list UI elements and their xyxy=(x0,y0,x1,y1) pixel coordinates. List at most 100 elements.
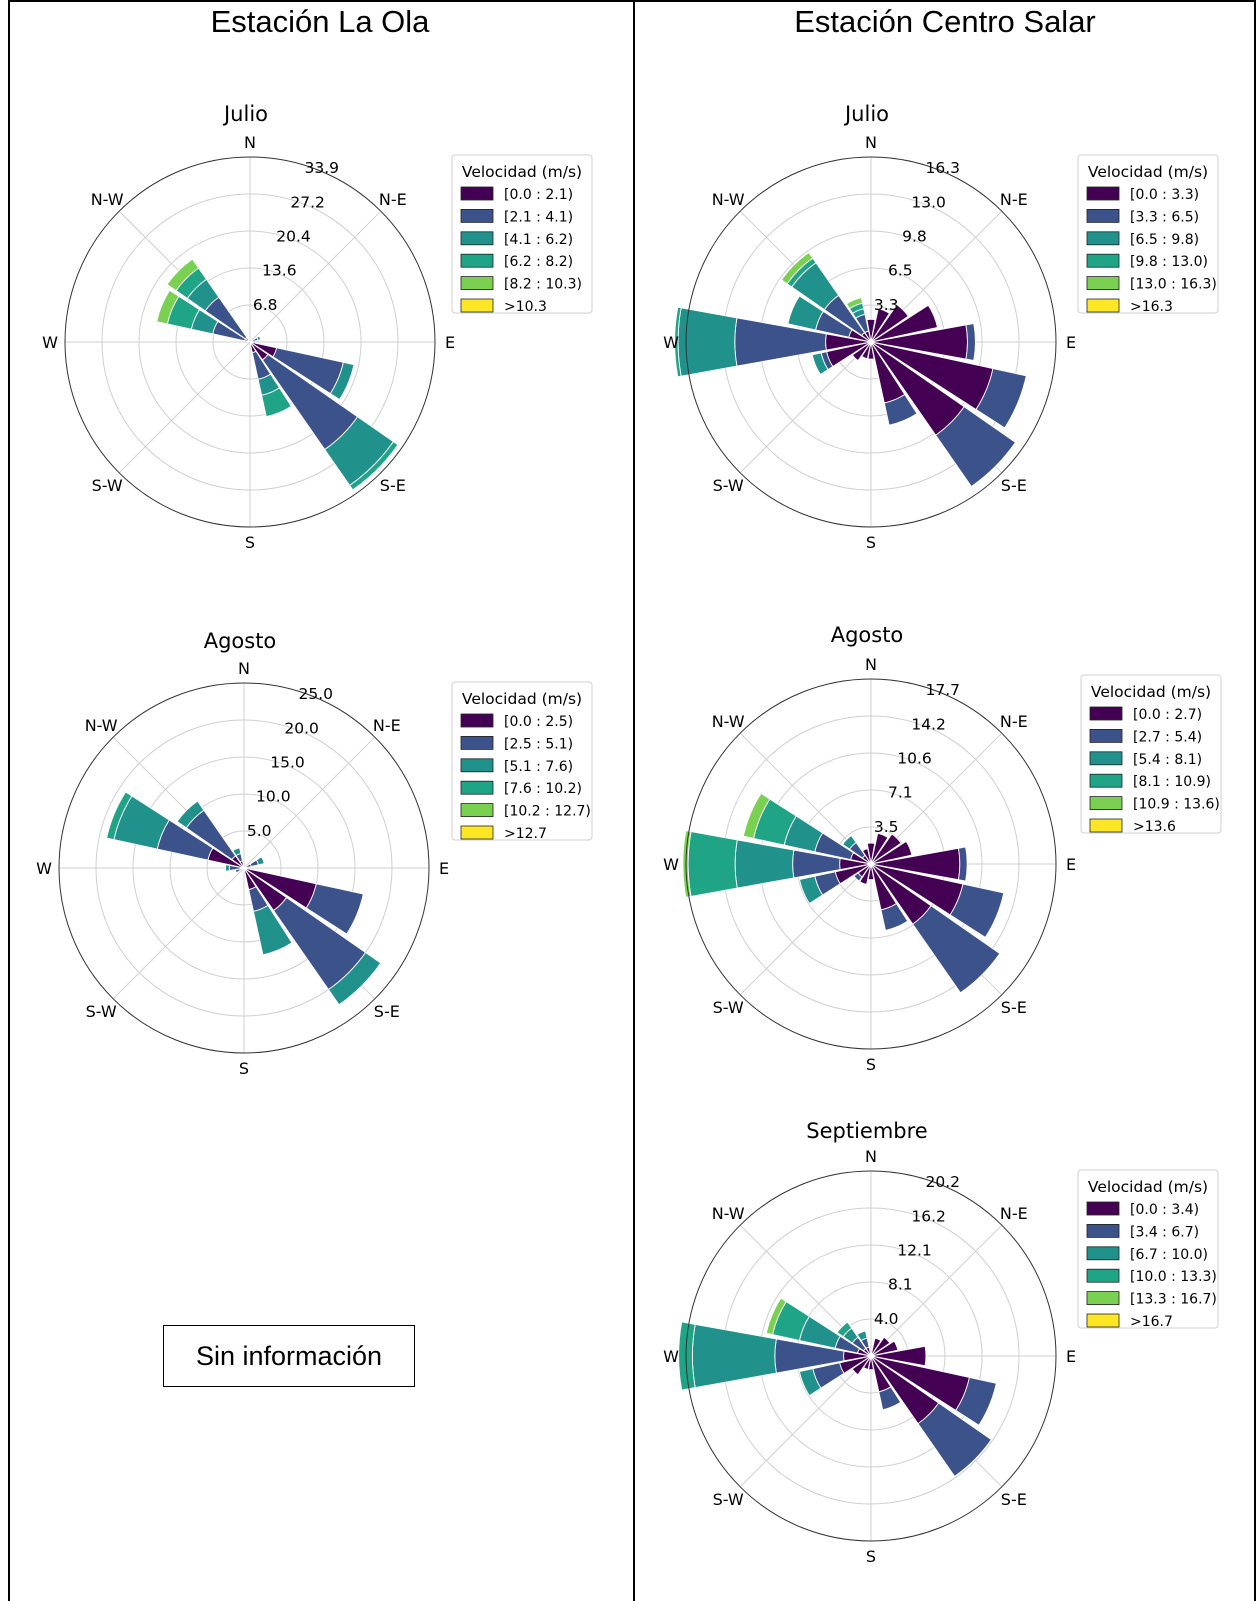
radial-tick-label: 6.5 xyxy=(888,262,913,280)
radial-tick-label: 15.0 xyxy=(270,753,305,771)
wind-bar xyxy=(691,1323,777,1389)
legend: Velocidad (m/s) [0.0 : 2.5) [2.5 : 5.1) [5.… xyxy=(451,681,593,842)
radial-tick-label: 3.5 xyxy=(874,818,899,836)
legend-swatch xyxy=(1086,186,1120,201)
wind-bar xyxy=(156,289,180,325)
wind-bar xyxy=(811,352,829,376)
direction-label: N xyxy=(865,133,877,152)
direction-label: S-W xyxy=(713,476,744,495)
wind-bar xyxy=(870,1340,899,1357)
wind-bar xyxy=(176,800,205,829)
windrose-3: Agosto N N-E E S-E S S-W W N-W 3.5 7.1 10.6 14.2 17.7… xyxy=(663,623,1222,1074)
wind-bar xyxy=(870,304,909,343)
outer-circle xyxy=(685,678,1057,1050)
legend-label: [5.4 : 8.1) xyxy=(1133,752,1202,768)
grid-spoke xyxy=(739,341,872,474)
wind-bar xyxy=(965,322,976,362)
wind-bar xyxy=(349,441,399,491)
wind-bar xyxy=(866,318,876,343)
wind-bar xyxy=(868,1355,874,1371)
wind-bar xyxy=(912,905,1001,994)
direction-label: N-W xyxy=(712,190,745,209)
wind-bar xyxy=(955,1376,997,1426)
direction-label: N-E xyxy=(1000,190,1028,209)
direction-label: N-E xyxy=(1000,1204,1028,1223)
legend-swatch xyxy=(1086,1268,1120,1283)
direction-label: W xyxy=(42,333,58,352)
wind-bar xyxy=(305,883,364,935)
legend-label: [2.5 : 5.1) xyxy=(504,736,573,752)
direction-label: S-W xyxy=(713,998,744,1017)
outer-circle xyxy=(64,156,436,528)
grid-spoke xyxy=(118,341,251,474)
radial-tick-label: 13.0 xyxy=(911,193,946,211)
wind-bar xyxy=(780,251,814,285)
chart-title: Julio xyxy=(843,102,889,126)
grid-spoke xyxy=(112,867,245,1000)
direction-label: N-W xyxy=(712,1204,745,1223)
direction-label: S xyxy=(866,533,876,552)
legend-label: [8.2 : 10.3) xyxy=(504,277,582,293)
legend-label: [0.0 : 2.5) xyxy=(504,714,573,730)
direction-label: W xyxy=(663,333,679,352)
legend-label: [9.8 : 13.0) xyxy=(1130,254,1208,270)
legend-swatch xyxy=(460,825,494,840)
legend-title: Velocidad (m/s) xyxy=(1088,1178,1208,1196)
wind-bar xyxy=(687,831,738,897)
direction-label: S-E xyxy=(374,1002,400,1021)
radial-tick-label: 17.7 xyxy=(926,681,961,699)
station-title-la-ola: Estación La Ola xyxy=(210,4,430,39)
direction-label: N-W xyxy=(712,712,745,731)
direction-label: W xyxy=(663,1347,679,1366)
wind-bar xyxy=(851,341,872,362)
direction-label: E xyxy=(445,333,455,352)
wind-bar xyxy=(853,872,863,882)
wind-bar xyxy=(798,1368,822,1397)
wind-bar xyxy=(870,308,891,343)
legend-swatch xyxy=(1089,796,1123,810)
no-info-label: Sin información xyxy=(195,1340,383,1371)
wind-bar xyxy=(166,258,200,292)
grid-spoke xyxy=(243,736,376,869)
legend-title: Velocidad (m/s) xyxy=(462,690,582,708)
direction-label: N xyxy=(865,655,877,674)
page-frame xyxy=(8,0,1256,1601)
wind-bar xyxy=(329,361,355,401)
legend-swatch xyxy=(1086,1201,1120,1216)
wind-bar xyxy=(870,1337,882,1357)
direction-label: S xyxy=(866,1547,876,1566)
radial-tick-label: 16.3 xyxy=(926,159,961,177)
radial-tick-label: 10.6 xyxy=(897,749,932,767)
wind-bar xyxy=(327,951,382,1006)
legend-swatch xyxy=(1089,773,1123,788)
wind-bar xyxy=(870,840,913,865)
legend-swatch xyxy=(1086,1291,1120,1305)
wind-bar xyxy=(225,864,230,872)
legend-swatch xyxy=(1089,706,1123,721)
legend-title: Velocidad (m/s) xyxy=(462,163,582,181)
wind-bar xyxy=(870,833,902,865)
direction-label: S xyxy=(239,1059,249,1078)
legend-swatch xyxy=(1086,1246,1120,1261)
direction-label: S-E xyxy=(1001,476,1027,495)
wind-bar xyxy=(870,304,939,343)
wind-bar xyxy=(842,835,857,850)
wind-bar xyxy=(255,856,265,866)
wind-bar xyxy=(883,393,918,426)
legend-swatch xyxy=(460,736,494,750)
legend-swatch xyxy=(1086,298,1120,313)
legend-swatch xyxy=(1086,1313,1120,1328)
legend-label: [2.7 : 5.4) xyxy=(1133,729,1202,745)
legend-swatch xyxy=(1086,208,1120,223)
wind-bar xyxy=(870,832,889,865)
radial-tick-label: 7.1 xyxy=(888,784,913,802)
legend-label: >10.3 xyxy=(504,299,547,315)
legend-swatch xyxy=(460,208,494,223)
direction-label: N xyxy=(244,133,256,152)
wind-bar xyxy=(106,791,133,841)
legend-label: [0.0 : 3.4) xyxy=(1130,1202,1199,1218)
wind-bar xyxy=(957,846,968,882)
legend-swatch xyxy=(460,253,494,268)
wind-bar xyxy=(949,883,1005,939)
legend-swatch xyxy=(460,298,494,313)
